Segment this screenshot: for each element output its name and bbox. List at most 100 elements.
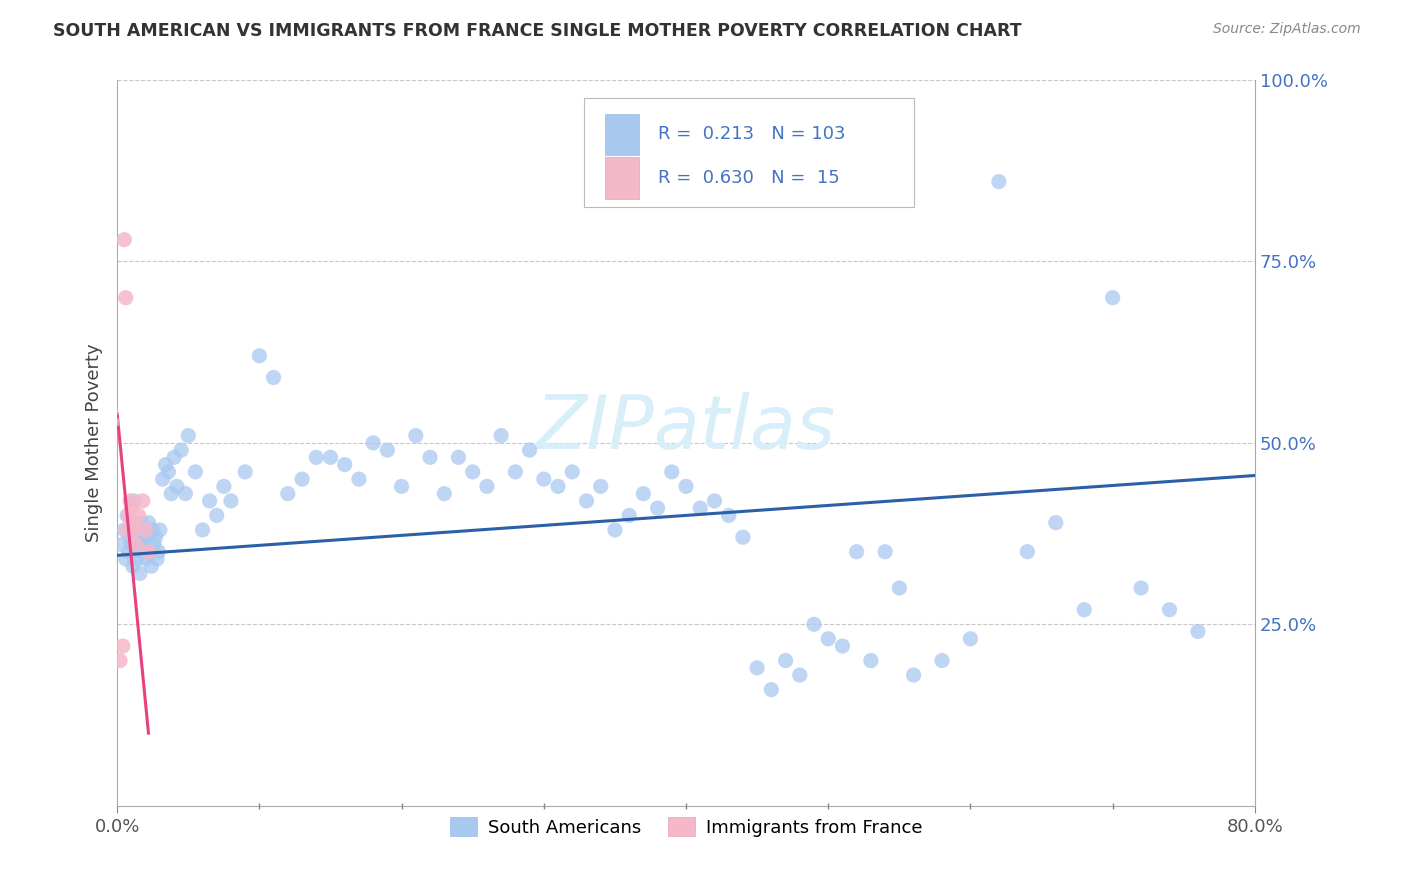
Point xyxy=(647,501,669,516)
FancyBboxPatch shape xyxy=(605,157,640,199)
Point xyxy=(305,450,328,465)
Point xyxy=(143,537,166,551)
Point xyxy=(831,639,853,653)
Point xyxy=(817,632,839,646)
Point xyxy=(135,537,157,551)
Point xyxy=(803,617,825,632)
Point xyxy=(145,530,167,544)
Point xyxy=(561,465,583,479)
Text: ZIPatlas: ZIPatlas xyxy=(536,392,837,465)
Point xyxy=(110,537,132,551)
Point xyxy=(170,443,193,458)
Point xyxy=(127,552,149,566)
Point xyxy=(118,494,141,508)
Point xyxy=(291,472,314,486)
Point xyxy=(122,523,145,537)
Point xyxy=(146,552,169,566)
Point xyxy=(519,443,541,458)
Point xyxy=(675,479,697,493)
Point xyxy=(166,479,188,493)
Point xyxy=(111,639,134,653)
Point xyxy=(219,494,242,508)
Point xyxy=(1159,603,1181,617)
Point xyxy=(117,508,139,523)
Point xyxy=(859,654,882,668)
Point xyxy=(633,486,655,500)
Point xyxy=(575,494,598,508)
Point xyxy=(132,494,155,508)
Point xyxy=(115,508,138,523)
Point xyxy=(120,501,142,516)
Point xyxy=(461,465,484,479)
Point xyxy=(1101,291,1123,305)
Point xyxy=(1187,624,1209,639)
Point xyxy=(959,632,981,646)
Point xyxy=(115,523,138,537)
Point xyxy=(174,486,197,500)
Point xyxy=(132,544,155,558)
FancyBboxPatch shape xyxy=(583,98,914,207)
Point xyxy=(134,530,156,544)
Point xyxy=(277,486,299,500)
Point xyxy=(747,661,769,675)
Text: R =  0.630   N =  15: R = 0.630 N = 15 xyxy=(658,169,839,187)
Point xyxy=(160,486,183,500)
Point xyxy=(391,479,413,493)
Point xyxy=(149,523,172,537)
Point xyxy=(121,516,143,530)
Point xyxy=(433,486,456,500)
Point xyxy=(138,516,160,530)
Point xyxy=(361,435,384,450)
Text: Source: ZipAtlas.com: Source: ZipAtlas.com xyxy=(1213,22,1361,37)
Point xyxy=(845,544,868,558)
Point xyxy=(319,450,342,465)
Point xyxy=(931,654,953,668)
Point xyxy=(347,472,370,486)
Point xyxy=(184,465,207,479)
Point xyxy=(547,479,569,493)
Point xyxy=(163,450,186,465)
Point xyxy=(1130,581,1153,595)
Point xyxy=(114,552,136,566)
Point xyxy=(505,465,527,479)
Point xyxy=(617,508,640,523)
Point xyxy=(419,450,441,465)
Point xyxy=(775,654,797,668)
Point xyxy=(377,443,399,458)
Point xyxy=(717,508,740,523)
Point xyxy=(120,523,142,537)
Point xyxy=(142,523,165,537)
Point xyxy=(889,581,911,595)
Point xyxy=(128,537,150,551)
Point xyxy=(475,479,498,493)
Point xyxy=(533,472,555,486)
Point xyxy=(122,494,145,508)
Point xyxy=(141,559,163,574)
Point xyxy=(1073,603,1095,617)
Point xyxy=(589,479,612,493)
Y-axis label: Single Mother Poverty: Single Mother Poverty xyxy=(86,343,103,542)
Point xyxy=(212,479,235,493)
Point xyxy=(155,458,177,472)
Point xyxy=(447,450,470,465)
Point xyxy=(1017,544,1039,558)
Point xyxy=(129,566,152,581)
Point xyxy=(114,291,136,305)
Point xyxy=(661,465,683,479)
Point xyxy=(405,428,427,442)
Point xyxy=(333,458,356,472)
Point xyxy=(205,508,228,523)
Point xyxy=(157,465,180,479)
Point xyxy=(135,552,157,566)
Point xyxy=(603,523,626,537)
Point xyxy=(703,494,725,508)
Text: R =  0.213   N = 103: R = 0.213 N = 103 xyxy=(658,126,845,144)
Point xyxy=(117,544,139,558)
Point xyxy=(138,544,160,558)
Point xyxy=(128,508,150,523)
Point xyxy=(875,544,897,558)
Point xyxy=(148,544,170,558)
Point xyxy=(135,523,157,537)
Point xyxy=(247,349,270,363)
Text: SOUTH AMERICAN VS IMMIGRANTS FROM FRANCE SINGLE MOTHER POVERTY CORRELATION CHART: SOUTH AMERICAN VS IMMIGRANTS FROM FRANCE… xyxy=(53,22,1022,40)
